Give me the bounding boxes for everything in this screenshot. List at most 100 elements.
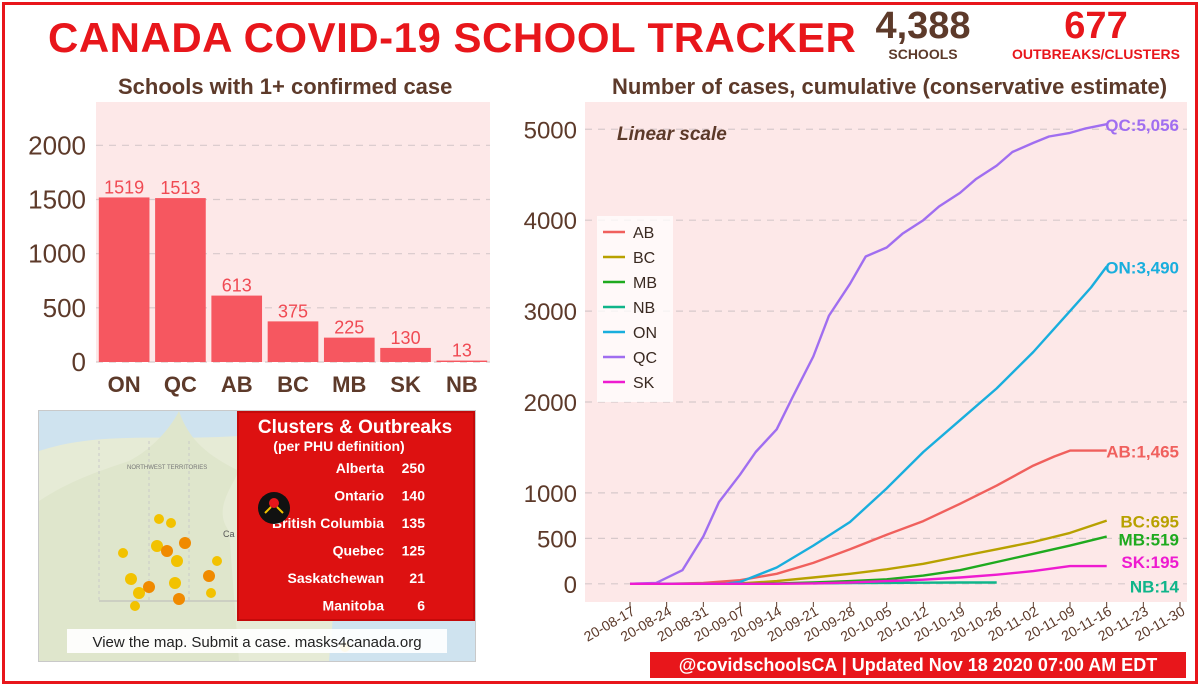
legend-label: QC xyxy=(633,350,657,367)
bar-y-tick-label: 500 xyxy=(43,293,86,323)
legend-label: AB xyxy=(633,225,654,242)
bar-value-label: 375 xyxy=(278,301,308,321)
bar-y-tick-label: 2000 xyxy=(28,130,86,160)
schools-count: 4,388 xyxy=(875,5,971,47)
outbreaks-label: OUTBREAKS/CLUSTERS xyxy=(1011,46,1180,62)
series-line-sk xyxy=(630,564,1107,585)
page-title: CANADA COVID-19 SCHOOL TRACKER xyxy=(48,14,857,61)
bar-y-tick-label: 1500 xyxy=(28,185,86,215)
map-marker[interactable] xyxy=(179,537,191,549)
series-line-on xyxy=(630,265,1108,585)
outbreaks-stat: 677 OUTBREAKS/CLUSTERS xyxy=(996,6,1196,62)
cluster-count: 21 xyxy=(409,570,425,586)
bar-bc xyxy=(267,321,319,362)
legend-label: SK xyxy=(633,375,655,392)
bar-mb xyxy=(323,337,375,362)
bar-value-label: 613 xyxy=(222,276,252,296)
cluster-province: Saskatchewan xyxy=(288,570,385,586)
map-marker[interactable] xyxy=(151,540,163,552)
map-marker[interactable] xyxy=(171,555,183,567)
map-marker[interactable] xyxy=(143,581,155,593)
series-end-label: QC:5,056 xyxy=(1105,116,1179,135)
map-marker[interactable] xyxy=(154,514,164,524)
cluster-province: British Columbia xyxy=(272,515,384,531)
bar-sk xyxy=(380,347,431,362)
line-y-tick-label: 3000 xyxy=(524,299,577,326)
line-y-tick-label: 0 xyxy=(564,572,577,599)
cluster-count: 6 xyxy=(417,598,425,614)
legend-box xyxy=(597,216,673,402)
bar-category-label: SK xyxy=(390,372,421,397)
series-end-label: NB:14 xyxy=(1130,578,1180,597)
linear-scale-annotation: Linear scale xyxy=(617,124,727,145)
series-end-label: SK:195 xyxy=(1121,553,1179,572)
map-graphic: NORTHWEST TERRITORIES Ca Clusters & Outb… xyxy=(39,411,475,661)
outbreaks-count: 677 xyxy=(1064,5,1128,47)
series-line-qc xyxy=(629,123,1107,585)
series-end-label: AB:1,465 xyxy=(1106,443,1179,462)
bar-category-label: MB xyxy=(332,372,366,397)
legend-label: BC xyxy=(633,250,655,267)
bar-y-tick-label: 0 xyxy=(72,347,86,377)
cluster-count: 140 xyxy=(402,488,426,504)
line-y-tick-label: 5000 xyxy=(524,117,577,144)
map-marker[interactable] xyxy=(166,518,176,528)
legend-label: MB xyxy=(633,275,657,292)
clusters-panel-subtitle: (per PHU definition) xyxy=(273,438,404,454)
cluster-count: 135 xyxy=(402,515,426,531)
cluster-count: 125 xyxy=(402,543,426,559)
line-y-tick-label: 4000 xyxy=(524,208,577,235)
map-caption-link[interactable]: View the map. Submit a case. masks4canad… xyxy=(92,634,421,651)
map-label-nwt: NORTHWEST TERRITORIES xyxy=(127,465,207,471)
map-marker[interactable] xyxy=(118,548,128,558)
line-plot-background xyxy=(585,102,1187,602)
map-marker[interactable] xyxy=(212,556,222,566)
bar-qc xyxy=(155,198,206,362)
outbreak-map[interactable]: NORTHWEST TERRITORIES Ca Clusters & Outb… xyxy=(38,410,476,662)
map-marker[interactable] xyxy=(161,545,173,557)
map-marker[interactable] xyxy=(125,573,137,585)
map-marker[interactable] xyxy=(173,593,185,605)
schools-stat: 4,388 SCHOOLS xyxy=(868,6,978,62)
map-marker[interactable] xyxy=(133,587,145,599)
legend-label: NB xyxy=(633,300,655,317)
bar-category-label: ON xyxy=(108,372,141,397)
bar-value-label: 13 xyxy=(452,341,472,361)
line-y-tick-label: 1000 xyxy=(524,481,577,508)
bar-category-label: QC xyxy=(164,372,197,397)
cluster-province: Ontario xyxy=(334,488,384,504)
series-line-ab xyxy=(630,449,1107,585)
cluster-province: Quebec xyxy=(333,543,385,559)
map-marker[interactable] xyxy=(130,601,140,611)
series-end-label: MB:519 xyxy=(1119,530,1179,549)
bar-chart-title: Schools with 1+ confirmed case xyxy=(118,74,453,99)
bar-ab xyxy=(211,295,263,362)
map-marker[interactable] xyxy=(206,588,216,598)
bar-value-label: 1513 xyxy=(160,178,200,198)
bar-value-label: 1519 xyxy=(104,177,144,197)
bar-category-label: NB xyxy=(446,372,478,397)
series-end-label: BC:695 xyxy=(1120,513,1179,532)
bar-chart: 0 500 1000 1500 2000 1519 ON 1513 QC 613 AB 375 BC 22… xyxy=(28,102,490,397)
footer-credit: @covidschoolsCA | Updated Nov 18 2020 07… xyxy=(650,652,1186,678)
line-chart: 05001000200030004000500020-08-1720-08-24… xyxy=(524,102,1188,645)
bar-value-label: 225 xyxy=(334,318,364,338)
clusters-panel-title: Clusters & Outbreaks xyxy=(258,417,452,438)
line-y-tick-label: 2000 xyxy=(524,390,577,417)
bar-y-tick-label: 1000 xyxy=(28,239,86,269)
cluster-province: Manitoba xyxy=(323,598,385,614)
cluster-count: 250 xyxy=(402,460,426,476)
bar-category-label: BC xyxy=(277,372,309,397)
map-marker[interactable] xyxy=(169,577,181,589)
schools-label: SCHOOLS xyxy=(888,46,958,62)
line-chart-title: Number of cases, cumulative (conservativ… xyxy=(612,74,1168,99)
series-end-label: ON:3,490 xyxy=(1105,259,1179,278)
cluster-province: Alberta xyxy=(336,460,384,476)
map-marker[interactable] xyxy=(203,570,215,582)
bar-on xyxy=(98,197,150,362)
line-y-tick-label: 500 xyxy=(537,526,577,553)
bar-nb xyxy=(436,360,488,362)
bar-category-label: AB xyxy=(221,372,253,397)
map-label-canada: Ca xyxy=(223,529,235,539)
